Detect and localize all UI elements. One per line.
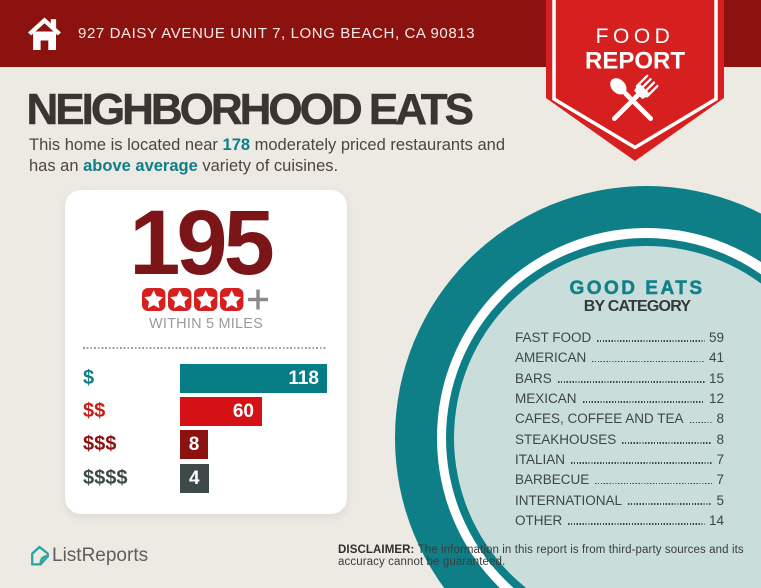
svg-text:FOOD: FOOD <box>596 25 675 48</box>
svg-text:REPORT: REPORT <box>585 48 685 75</box>
